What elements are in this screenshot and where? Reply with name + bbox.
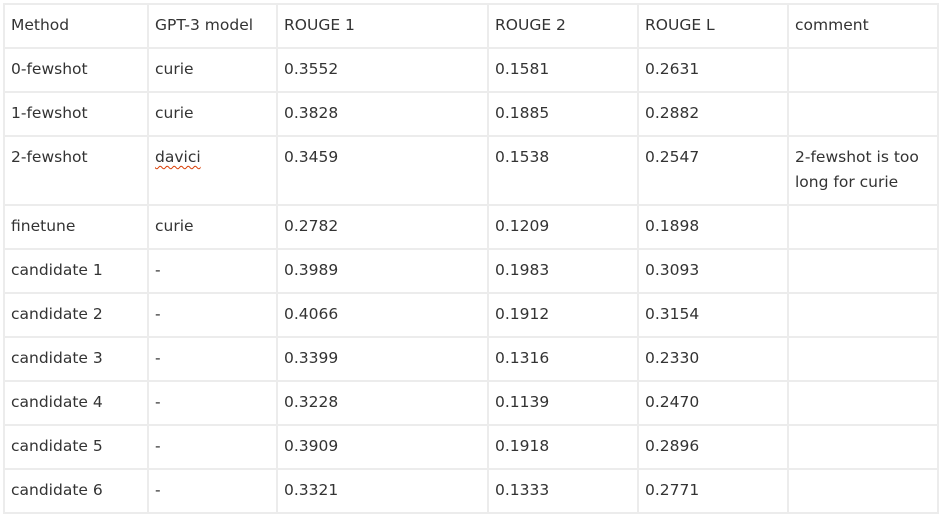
cell-rouge-1[interactable]: 0.3321: [276, 468, 489, 514]
header-cell-rouge-1[interactable]: ROUGE 1: [276, 3, 489, 49]
cell-comment[interactable]: [787, 468, 939, 514]
table-row: 0-fewshot curie 0.3552 0.1581 0.2631: [3, 47, 939, 93]
cell-rouge-l[interactable]: 0.1898: [637, 204, 789, 250]
cell-rouge-l[interactable]: 0.3093: [637, 248, 789, 294]
cell-rouge-2[interactable]: 0.1209: [487, 204, 639, 250]
cell-rouge-2[interactable]: 0.1333: [487, 468, 639, 514]
table-row: candidate 1 - 0.3989 0.1983 0.3093: [3, 248, 939, 294]
cell-comment[interactable]: [787, 336, 939, 382]
cell-method[interactable]: candidate 5: [3, 424, 149, 470]
cell-rouge-l[interactable]: 0.3154: [637, 292, 789, 338]
cell-rouge-1[interactable]: 0.3552: [276, 47, 489, 93]
cell-model[interactable]: curie: [147, 47, 278, 93]
cell-method[interactable]: candidate 2: [3, 292, 149, 338]
cell-model[interactable]: curie: [147, 204, 278, 250]
cell-rouge-2[interactable]: 0.1912: [487, 292, 639, 338]
cell-rouge-2[interactable]: 0.1918: [487, 424, 639, 470]
cell-rouge-2[interactable]: 0.1581: [487, 47, 639, 93]
cell-rouge-l[interactable]: 0.2631: [637, 47, 789, 93]
misspelled-word: davici: [155, 148, 201, 166]
cell-rouge-1[interactable]: 0.3989: [276, 248, 489, 294]
header-cell-comment[interactable]: comment: [787, 3, 939, 49]
header-cell-rouge-2[interactable]: ROUGE 2: [487, 3, 639, 49]
cell-comment[interactable]: [787, 204, 939, 250]
cell-model[interactable]: -: [147, 424, 278, 470]
cell-rouge-1[interactable]: 0.2782: [276, 204, 489, 250]
cell-model[interactable]: -: [147, 380, 278, 426]
cell-rouge-1[interactable]: 0.3459: [276, 135, 489, 206]
header-cell-gpt3-model[interactable]: GPT-3 model: [147, 3, 278, 49]
cell-rouge-2[interactable]: 0.1538: [487, 135, 639, 206]
cell-method[interactable]: candidate 3: [3, 336, 149, 382]
header-cell-rouge-l[interactable]: ROUGE L: [637, 3, 789, 49]
cell-model[interactable]: curie: [147, 91, 278, 137]
cell-rouge-1[interactable]: 0.3399: [276, 336, 489, 382]
table-row: candidate 3 - 0.3399 0.1316 0.2330: [3, 336, 939, 382]
cell-rouge-2[interactable]: 0.1885: [487, 91, 639, 137]
cell-rouge-1[interactable]: 0.3228: [276, 380, 489, 426]
results-table-container: Method GPT-3 model ROUGE 1 ROUGE 2 ROUGE…: [3, 3, 939, 514]
cell-rouge-1[interactable]: 0.3828: [276, 91, 489, 137]
table-header-row: Method GPT-3 model ROUGE 1 ROUGE 2 ROUGE…: [3, 3, 939, 49]
cell-model[interactable]: -: [147, 336, 278, 382]
cell-rouge-l[interactable]: 0.2896: [637, 424, 789, 470]
cell-rouge-l[interactable]: 0.2330: [637, 336, 789, 382]
cell-method[interactable]: 1-fewshot: [3, 91, 149, 137]
table-row: candidate 5 - 0.3909 0.1918 0.2896: [3, 424, 939, 470]
cell-comment[interactable]: [787, 292, 939, 338]
cell-rouge-1[interactable]: 0.3909: [276, 424, 489, 470]
table-row: candidate 6 - 0.3321 0.1333 0.2771: [3, 468, 939, 514]
cell-method[interactable]: candidate 6: [3, 468, 149, 514]
cell-method[interactable]: candidate 1: [3, 248, 149, 294]
cell-comment[interactable]: [787, 380, 939, 426]
cell-method[interactable]: finetune: [3, 204, 149, 250]
cell-method[interactable]: 0-fewshot: [3, 47, 149, 93]
table-row: finetune curie 0.2782 0.1209 0.1898: [3, 204, 939, 250]
cell-comment[interactable]: [787, 91, 939, 137]
results-table: Method GPT-3 model ROUGE 1 ROUGE 2 ROUGE…: [3, 3, 939, 514]
table-row: 1-fewshot curie 0.3828 0.1885 0.2882: [3, 91, 939, 137]
cell-rouge-l[interactable]: 0.2771: [637, 468, 789, 514]
cell-method[interactable]: 2-fewshot: [3, 135, 149, 206]
cell-comment[interactable]: 2-fewshot is too long for curie: [787, 135, 939, 206]
cell-model[interactable]: -: [147, 292, 278, 338]
table-row: candidate 4 - 0.3228 0.1139 0.2470: [3, 380, 939, 426]
table-row: 2-fewshot davici 0.3459 0.1538 0.2547 2-…: [3, 135, 939, 206]
cell-method[interactable]: candidate 4: [3, 380, 149, 426]
cell-rouge-2[interactable]: 0.1139: [487, 380, 639, 426]
cell-rouge-l[interactable]: 0.2470: [637, 380, 789, 426]
table-row: candidate 2 - 0.4066 0.1912 0.3154: [3, 292, 939, 338]
cell-model[interactable]: -: [147, 248, 278, 294]
cell-rouge-2[interactable]: 0.1316: [487, 336, 639, 382]
cell-rouge-l[interactable]: 0.2547: [637, 135, 789, 206]
cell-comment[interactable]: [787, 248, 939, 294]
cell-comment[interactable]: [787, 47, 939, 93]
cell-model[interactable]: davici: [147, 135, 278, 206]
cell-model[interactable]: -: [147, 468, 278, 514]
header-cell-method[interactable]: Method: [3, 3, 149, 49]
cell-rouge-2[interactable]: 0.1983: [487, 248, 639, 294]
cell-rouge-1[interactable]: 0.4066: [276, 292, 489, 338]
cell-comment[interactable]: [787, 424, 939, 470]
cell-rouge-l[interactable]: 0.2882: [637, 91, 789, 137]
